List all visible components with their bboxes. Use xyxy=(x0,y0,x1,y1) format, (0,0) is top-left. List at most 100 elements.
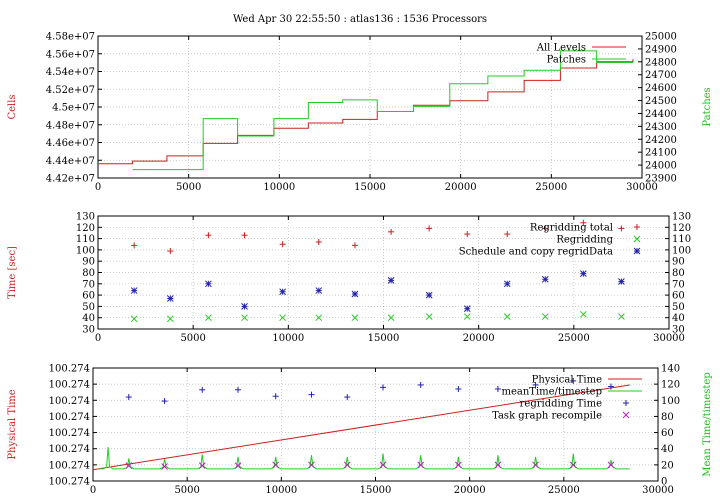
y2-tick-label: 23900 xyxy=(645,174,677,185)
y-tick-label: 30 xyxy=(82,325,95,336)
series-task-graph-recompile-point xyxy=(125,462,133,470)
series-regridding-total-point xyxy=(618,225,625,232)
y2-tick-label: 24600 xyxy=(645,83,677,94)
series-regridding-time-point xyxy=(344,394,351,401)
series-task-graph-recompile-point-d2 xyxy=(569,461,577,469)
x-tick-label: 5000 xyxy=(174,485,199,496)
series-regridding-point xyxy=(351,314,359,322)
series-task-graph-recompile-point xyxy=(607,461,615,469)
series-regridding-time-point xyxy=(235,386,242,393)
series-schedule-and-copy-regriddata-point-d2 xyxy=(351,290,359,298)
y-tick-label: 50 xyxy=(82,302,95,313)
series-task-graph-recompile-point xyxy=(272,461,280,469)
y2-tick-label: 40 xyxy=(661,444,674,455)
y-tick-label: 4.5e+07 xyxy=(52,103,95,114)
y-tick-label: 100.274 xyxy=(49,444,90,455)
y2-tick-label: 24100 xyxy=(645,148,677,159)
series-schedule-and-copy-regriddata-point xyxy=(279,288,286,296)
series-task-graph-recompile-legend-marker xyxy=(622,411,630,419)
series-schedule-and-copy-regriddata-point xyxy=(503,280,511,288)
series-regridding-total-point xyxy=(504,231,511,238)
x-tick-label: 10000 xyxy=(272,333,304,344)
y-tick-label: 80 xyxy=(82,268,95,279)
series-schedule-and-copy-regriddata-point xyxy=(351,290,359,298)
series-regridding-point xyxy=(166,315,174,323)
series-schedule-and-copy-regriddata-legend-label: Schedule and copy regridData xyxy=(459,247,613,258)
series-regridding-total-legend-label: Regridding total xyxy=(530,223,613,234)
y-tick-label: 100.274 xyxy=(49,396,90,407)
series-regridding-point-d2 xyxy=(463,313,471,320)
series-regridding-total-point xyxy=(542,225,549,232)
series-regridding-time-point xyxy=(532,381,539,388)
series-regridding-time-point xyxy=(308,391,315,398)
y2-tick-label: 130 xyxy=(672,212,691,223)
y2-tick-label: 24300 xyxy=(645,122,677,133)
series-physical-time-legend-label: Physical Time xyxy=(532,375,602,386)
series-regridding-total-point xyxy=(580,219,587,226)
plot-frame xyxy=(97,35,643,179)
y-tick-label: 4.52e+07 xyxy=(46,85,95,96)
series-schedule-and-copy-regriddata-point-d2 xyxy=(241,303,248,310)
series-task-graph-recompile-point xyxy=(455,461,462,469)
y-tick-label: 4.46e+07 xyxy=(46,138,95,149)
y2-tick-label: 20 xyxy=(661,460,674,471)
series-task-graph-recompile-point xyxy=(161,463,168,470)
series-regridding-point-d2 xyxy=(579,310,587,318)
y-tick-label: 100.274 xyxy=(49,412,90,423)
series-regridding-point xyxy=(425,313,433,320)
x-tick-label: 30000 xyxy=(626,182,658,193)
series-regridding-point xyxy=(463,313,471,320)
y2-tick-label: 120 xyxy=(661,380,680,391)
series-regridding-point-d2 xyxy=(315,314,323,322)
series-task-graph-recompile-point-d2 xyxy=(607,461,615,469)
series-task-graph-recompile-point-d2 xyxy=(198,462,206,470)
series-regridding-total-point xyxy=(205,232,212,239)
y-tick-label: 100.274 xyxy=(49,460,90,471)
series-schedule-and-copy-regriddata-point-d2 xyxy=(503,280,511,288)
y2-tick-label: 80 xyxy=(661,412,674,423)
series-schedule-and-copy-regriddata-point-d2 xyxy=(279,288,286,296)
series-regridding-time-point xyxy=(494,385,501,392)
series-regridding-time-point xyxy=(455,385,462,392)
y-tick-label: 40 xyxy=(82,313,95,324)
x-tick-label: 20000 xyxy=(445,182,477,193)
series-task-graph-recompile-point-d2 xyxy=(417,461,425,469)
series-schedule-and-copy-regriddata-point xyxy=(463,305,471,313)
series-regridding-legend-marker-d2 xyxy=(633,235,641,243)
y-tick-label: 100.274 xyxy=(49,477,90,488)
series-regridding-total-point xyxy=(279,241,286,248)
series-regridding-total-point xyxy=(131,242,138,249)
series-regridding-point-d2 xyxy=(279,314,286,322)
y2-tick-label: 24800 xyxy=(645,57,677,68)
series-task-graph-recompile-point-d2 xyxy=(161,463,168,470)
series-schedule-and-copy-regriddata-point-d2 xyxy=(463,305,471,313)
series-task-graph-recompile-point xyxy=(532,461,539,469)
series-task-graph-recompile-point-d2 xyxy=(234,462,242,470)
series-task-graph-recompile-point-d2 xyxy=(272,461,280,469)
y-axis-title: Cells xyxy=(7,94,18,119)
y-tick-label: 4.54e+07 xyxy=(46,67,95,78)
y2-axis-title: Mean Time/timestep xyxy=(702,372,713,476)
y2-tick-label: 24000 xyxy=(645,161,677,172)
series-schedule-and-copy-regriddata-point xyxy=(130,287,138,294)
y-axis-title: Time [sec] xyxy=(7,246,18,299)
x-tick-label: 10000 xyxy=(263,182,295,193)
series-regridding-time-point xyxy=(570,377,577,384)
series-regridding-time-legend-label: regridding Time xyxy=(520,399,602,410)
series-meantime-timestep-line xyxy=(98,447,630,470)
x-tick-label: 5000 xyxy=(176,182,201,193)
series-schedule-and-copy-regriddata-point-d2 xyxy=(387,277,395,284)
y-tick-label: 4.48e+07 xyxy=(46,120,95,131)
series-regridding-legend-marker xyxy=(633,235,641,243)
y2-axis-title: Patches xyxy=(702,87,713,126)
y-tick-label: 4.56e+07 xyxy=(46,49,95,60)
series-regridding-total-point xyxy=(464,231,471,238)
series-regridding-time-point xyxy=(161,398,168,405)
series-all-levels-line xyxy=(98,59,634,165)
series-regridding-total-point xyxy=(167,248,174,255)
x-tick-label: 0 xyxy=(95,333,101,344)
y2-tick-label: 60 xyxy=(672,291,685,302)
series-task-graph-recompile-point xyxy=(198,462,206,470)
series-regridding-point-d2 xyxy=(205,314,212,322)
